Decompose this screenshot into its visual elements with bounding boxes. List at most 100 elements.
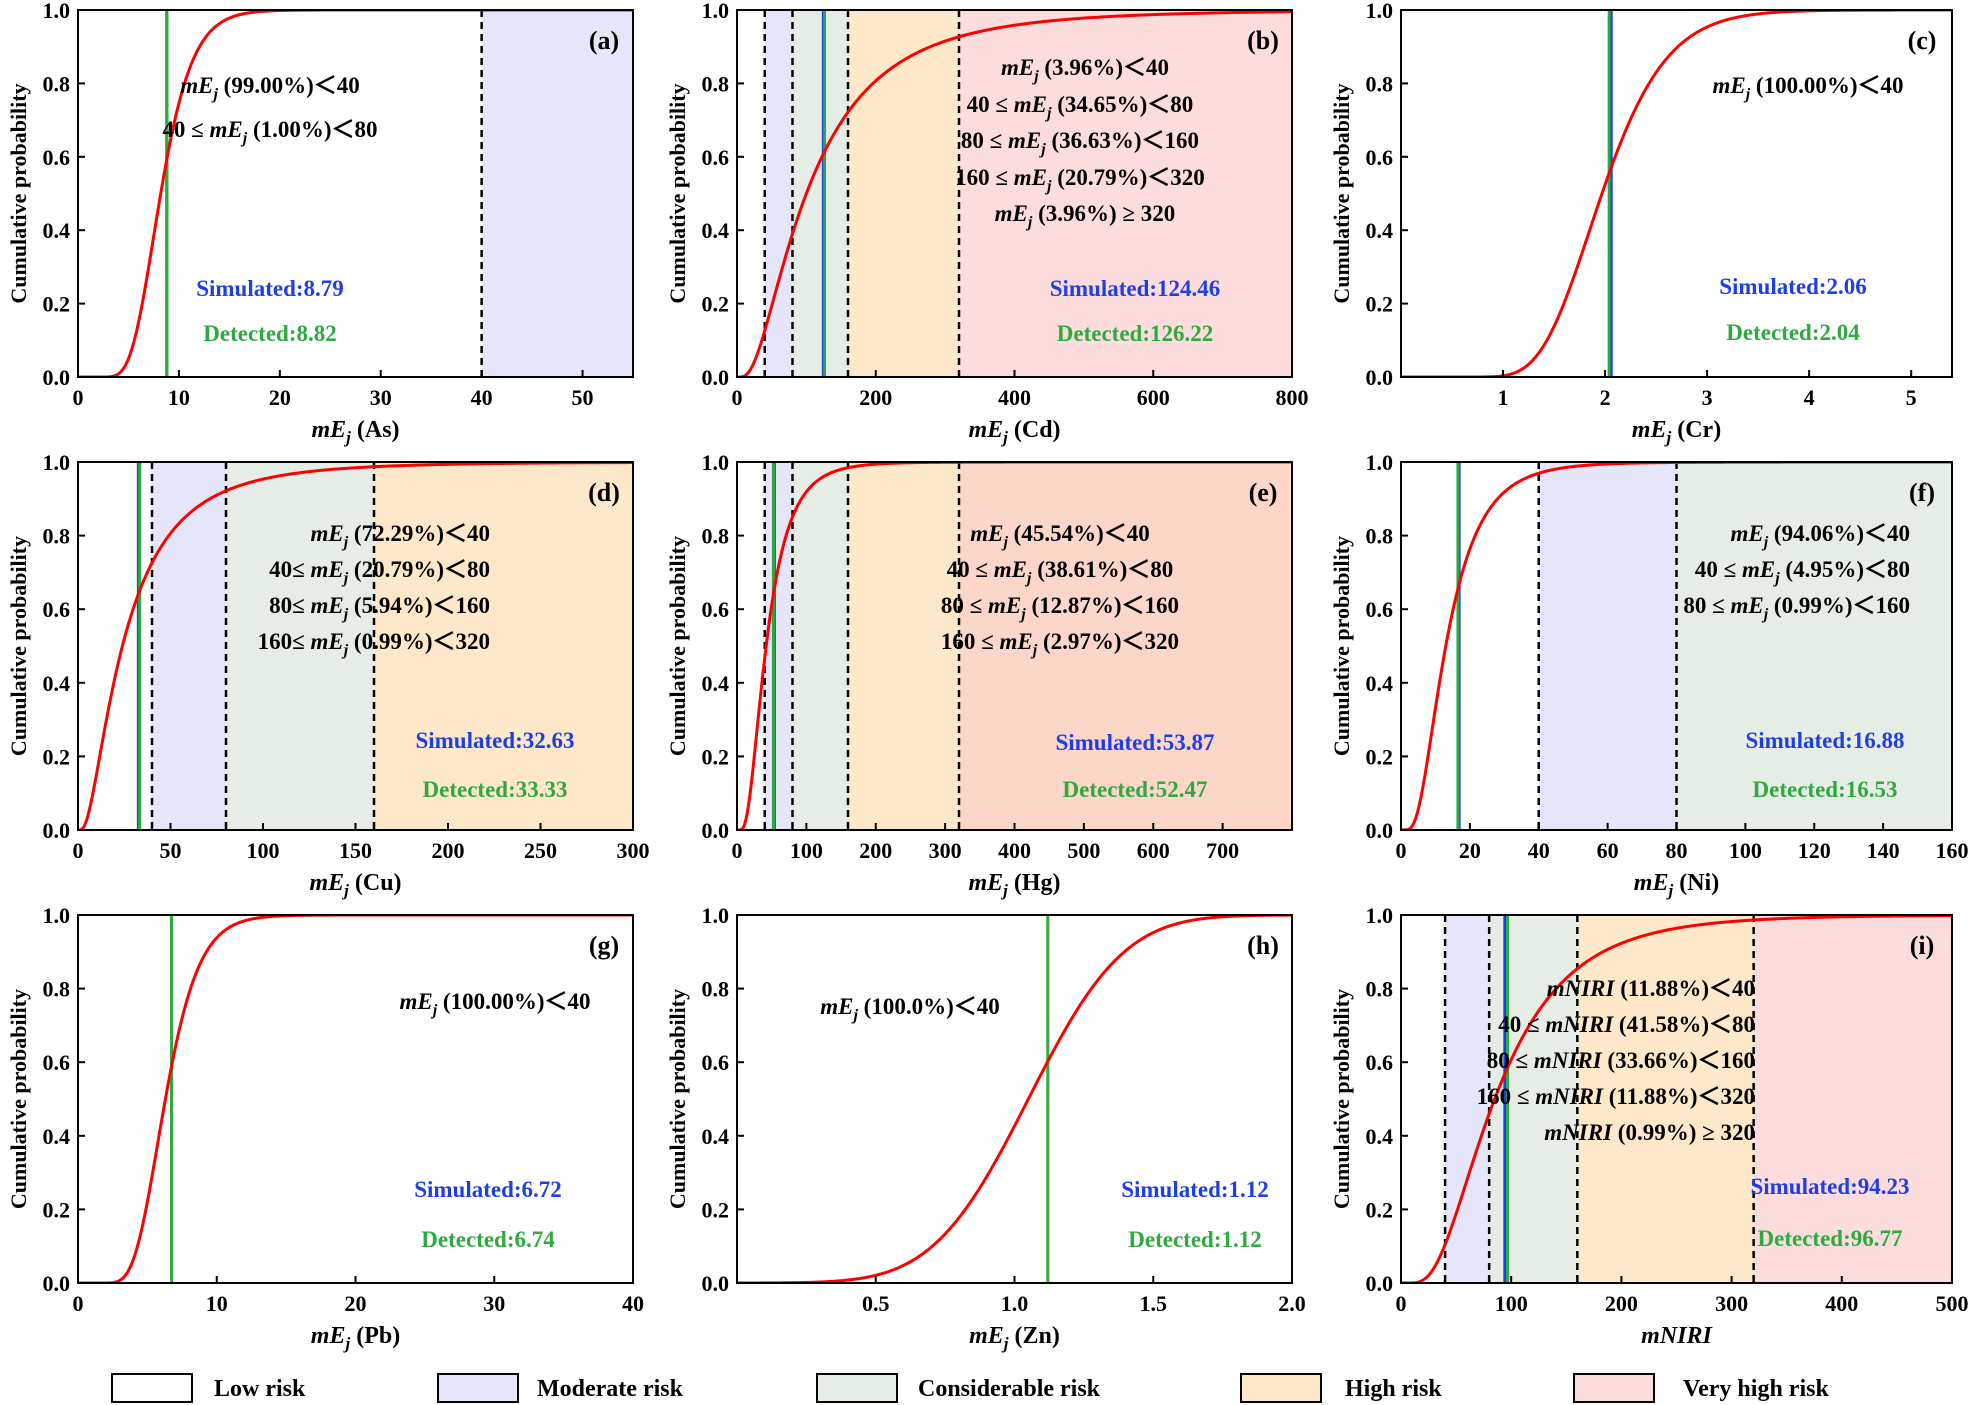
x-tick-label: 1 bbox=[1498, 385, 1509, 410]
y-tick-label: 1.0 bbox=[1366, 903, 1394, 928]
y-tick-label: 1.0 bbox=[43, 450, 71, 475]
x-tick-label: 800 bbox=[1276, 385, 1309, 410]
x-tick-label: 10 bbox=[206, 1291, 228, 1316]
panel-a: 0.0 0.2 0.4 0.6 0.8 1.0 0 10 20 30 40 50 Cumulative … bbox=[6, 0, 634, 447]
y-tick-label: 0.6 bbox=[702, 145, 730, 170]
y-tick-label: 0.8 bbox=[43, 71, 71, 96]
cdf-curve bbox=[737, 915, 1292, 1283]
panel-label: (d) bbox=[588, 478, 620, 507]
y-tick-label: 1.0 bbox=[43, 903, 71, 928]
y-tick-label: 1.0 bbox=[702, 450, 730, 475]
x-tick-label: 200 bbox=[859, 838, 892, 863]
legend-swatch-considerable bbox=[816, 1373, 898, 1403]
y-tick-label: 0.0 bbox=[1366, 818, 1394, 843]
risk-annotation: mEj (3.96%)＜40 bbox=[1001, 55, 1169, 85]
y-tick-label: 0.0 bbox=[43, 818, 71, 843]
y-tick-label: 0.6 bbox=[702, 597, 730, 622]
y-tick-label: 0.8 bbox=[43, 524, 71, 549]
y-tick-label: 0.8 bbox=[1366, 71, 1394, 96]
panel-label: (c) bbox=[1908, 26, 1937, 55]
simulated-value: Simulated:53.87 bbox=[1055, 730, 1214, 755]
panel-f: 0.0 0.2 0.4 0.6 0.8 1.0 0 20 40 60 80 100 120 140 160 C… bbox=[1329, 450, 1969, 900]
y-tick-label: 0.2 bbox=[702, 292, 730, 317]
risk-band-considerable bbox=[1676, 462, 1952, 830]
x-tick-label: 4 bbox=[1804, 385, 1815, 410]
x-tick-label: 500 bbox=[1936, 1291, 1969, 1316]
y-tick-label: 0.0 bbox=[702, 365, 730, 390]
cdf-curve bbox=[1401, 915, 1952, 1283]
y-tick-label: 0.2 bbox=[43, 1197, 71, 1222]
y-tick-label: 1.0 bbox=[1366, 450, 1394, 475]
detected-value: Detected:2.04 bbox=[1726, 320, 1860, 345]
x-tick-label: 2.0 bbox=[1278, 1291, 1306, 1316]
simulated-value: Simulated:6.72 bbox=[414, 1177, 562, 1202]
risk-annotation: mEj (94.06%)＜40 bbox=[1730, 521, 1910, 551]
plot-frame bbox=[1400, 914, 1953, 1284]
risk-band-high bbox=[1577, 915, 1754, 1283]
y-tick-label: 0.6 bbox=[1366, 597, 1394, 622]
risk-band-high bbox=[848, 10, 959, 377]
y-tick-label: 0.0 bbox=[702, 1271, 730, 1296]
panel-label: (f) bbox=[1909, 478, 1935, 507]
simulated-value: Simulated:8.79 bbox=[196, 276, 344, 301]
risk-band-moderate bbox=[764, 462, 793, 830]
risk-band-high bbox=[374, 462, 633, 830]
risk-annotation: mEj (100.00%)＜40 bbox=[399, 989, 590, 1019]
detected-value: Detected:6.74 bbox=[421, 1227, 555, 1252]
x-tick-label: 200 bbox=[432, 838, 465, 863]
risk-band-moderate bbox=[152, 462, 226, 830]
y-tick-label: 0.4 bbox=[43, 671, 71, 696]
legend-label-moderate: Moderate risk bbox=[537, 1376, 684, 1402]
legend-swatch-high bbox=[1240, 1373, 1322, 1403]
x-tick-label: 30 bbox=[483, 1291, 505, 1316]
y-tick-label: 0.4 bbox=[43, 1124, 71, 1149]
x-tick-label: 1.5 bbox=[1140, 1291, 1168, 1316]
y-tick-label: 0.4 bbox=[1366, 671, 1394, 696]
x-tick-label: 0 bbox=[732, 838, 743, 863]
x-axis-label: mEj (Cr) bbox=[1632, 417, 1721, 447]
risk-band-moderate bbox=[764, 10, 793, 377]
x-axis-label: mNIRI bbox=[1641, 1323, 1713, 1349]
x-tick-label: 140 bbox=[1867, 838, 1900, 863]
y-tick-label: 0.6 bbox=[43, 1050, 71, 1075]
y-tick-label: 0.4 bbox=[1366, 1124, 1394, 1149]
y-tick-label: 1.0 bbox=[1366, 0, 1394, 23]
y-tick-label: 0.8 bbox=[702, 71, 730, 96]
cdf-curve bbox=[1401, 10, 1952, 377]
panel-h: 0.0 0.2 0.4 0.6 0.8 1.0 0.5 1.0 1.5 2.0 Cumulative… bbox=[665, 903, 1306, 1353]
risk-annotation: 40 ≤ mNIRI (41.58%)＜80 bbox=[1498, 1012, 1755, 1037]
y-tick-label: 0.0 bbox=[43, 365, 71, 390]
x-tick-label: 3 bbox=[1702, 385, 1713, 410]
x-tick-label: 100 bbox=[1729, 838, 1762, 863]
x-tick-label: 300 bbox=[617, 838, 650, 863]
detected-value: Detected:8.82 bbox=[203, 321, 336, 346]
x-tick-label: 1.0 bbox=[1001, 1291, 1029, 1316]
legend-swatch-moderate bbox=[437, 1373, 519, 1403]
plot-frame bbox=[1400, 9, 1953, 378]
detected-value: Detected:52.47 bbox=[1063, 777, 1208, 802]
risk-annotation: mEj (100.00%)＜40 bbox=[1712, 73, 1903, 103]
x-axis-label: mEj (Cu) bbox=[309, 870, 401, 900]
y-tick-label: 0.0 bbox=[1366, 1271, 1394, 1296]
y-tick-label: 0.8 bbox=[43, 977, 71, 1002]
panel-label: (b) bbox=[1247, 26, 1279, 55]
legend-swatch-low bbox=[111, 1373, 193, 1403]
detected-value: Detected:16.53 bbox=[1753, 777, 1898, 802]
y-tick-label: 0.2 bbox=[1366, 1197, 1394, 1222]
y-tick-label: 0.2 bbox=[43, 292, 71, 317]
simulated-value: Simulated:16.88 bbox=[1745, 728, 1904, 753]
risk-annotation: mEj (45.54%)＜40 bbox=[970, 521, 1150, 551]
detected-value: Detected:126.22 bbox=[1057, 321, 1213, 346]
y-tick-label: 0.0 bbox=[1366, 365, 1394, 390]
x-tick-label: 150 bbox=[339, 838, 372, 863]
risk-band-moderate bbox=[1538, 462, 1677, 830]
y-axis-label: Cumulative probability bbox=[1329, 83, 1354, 303]
risk-annotation: 80 ≤ mEj (36.63%)＜160 bbox=[961, 128, 1199, 158]
risk-annotation: 40 ≤ mEj (1.00%)＜80 bbox=[162, 117, 377, 147]
x-tick-label: 400 bbox=[998, 838, 1031, 863]
x-axis-label: mEj (Pb) bbox=[311, 1323, 400, 1353]
risk-annotation: 40 ≤ mEj (38.61%)＜80 bbox=[947, 557, 1174, 587]
y-tick-label: 0.4 bbox=[43, 218, 71, 243]
x-tick-label: 10 bbox=[168, 385, 190, 410]
